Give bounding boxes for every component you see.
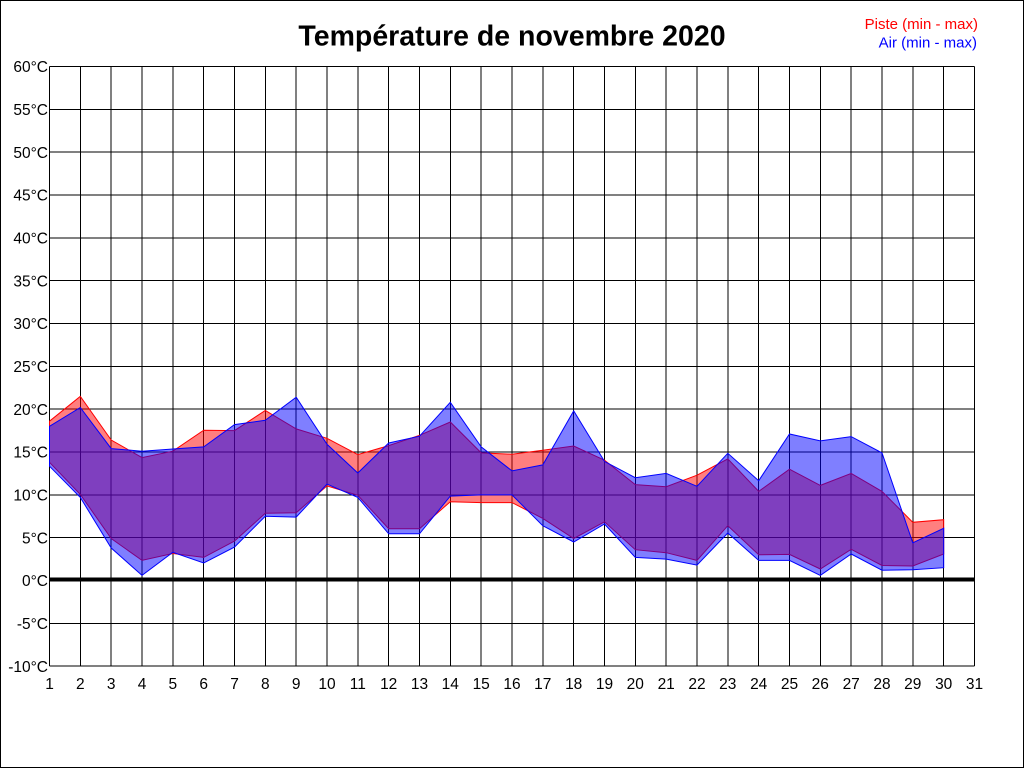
svg-text:23: 23 [719, 676, 736, 693]
svg-text:3: 3 [107, 676, 116, 693]
svg-text:55°C: 55°C [13, 102, 48, 119]
svg-text:6: 6 [199, 676, 208, 693]
svg-text:11: 11 [350, 676, 366, 693]
svg-text:20: 20 [627, 676, 645, 693]
svg-text:20°C: 20°C [13, 402, 48, 419]
svg-text:2: 2 [76, 676, 85, 693]
svg-text:12: 12 [380, 676, 397, 693]
svg-text:29: 29 [904, 676, 921, 693]
svg-text:16: 16 [503, 676, 520, 693]
svg-text:22: 22 [688, 676, 705, 693]
svg-text:15: 15 [473, 676, 490, 693]
svg-text:1: 1 [45, 676, 54, 693]
svg-text:28: 28 [873, 676, 890, 693]
svg-text:40°C: 40°C [13, 230, 48, 247]
svg-text:25°C: 25°C [13, 359, 48, 376]
svg-text:Air (min - max): Air (min - max) [879, 35, 977, 52]
svg-text:31: 31 [966, 676, 983, 693]
svg-text:17: 17 [534, 676, 551, 693]
svg-text:9: 9 [292, 676, 301, 693]
svg-text:Température de novembre 2020: Température de novembre 2020 [298, 21, 725, 53]
svg-text:10: 10 [318, 676, 336, 693]
svg-text:7: 7 [230, 676, 239, 693]
svg-text:0°C: 0°C [22, 573, 48, 590]
svg-text:Piste (min - max): Piste (min - max) [865, 16, 978, 33]
svg-text:25: 25 [781, 676, 798, 693]
svg-text:13: 13 [411, 676, 428, 693]
svg-text:5: 5 [168, 676, 177, 693]
svg-text:50°C: 50°C [13, 145, 48, 162]
svg-text:60°C: 60°C [13, 59, 48, 76]
svg-text:4: 4 [138, 676, 147, 693]
svg-text:19: 19 [596, 676, 613, 693]
svg-text:14: 14 [442, 676, 460, 693]
svg-text:35°C: 35°C [13, 273, 48, 290]
svg-text:-10°C: -10°C [8, 659, 48, 676]
svg-text:45°C: 45°C [13, 188, 48, 205]
svg-text:30°C: 30°C [13, 316, 48, 333]
svg-text:21: 21 [658, 676, 675, 693]
svg-text:30: 30 [935, 676, 953, 693]
svg-text:27: 27 [843, 676, 860, 693]
svg-text:24: 24 [750, 676, 768, 693]
svg-text:15°C: 15°C [13, 445, 48, 462]
svg-text:-5°C: -5°C [17, 616, 48, 633]
svg-text:8: 8 [261, 676, 270, 693]
svg-text:5°C: 5°C [22, 530, 48, 547]
svg-text:26: 26 [812, 676, 829, 693]
svg-text:10°C: 10°C [13, 488, 48, 505]
svg-text:18: 18 [565, 676, 582, 693]
